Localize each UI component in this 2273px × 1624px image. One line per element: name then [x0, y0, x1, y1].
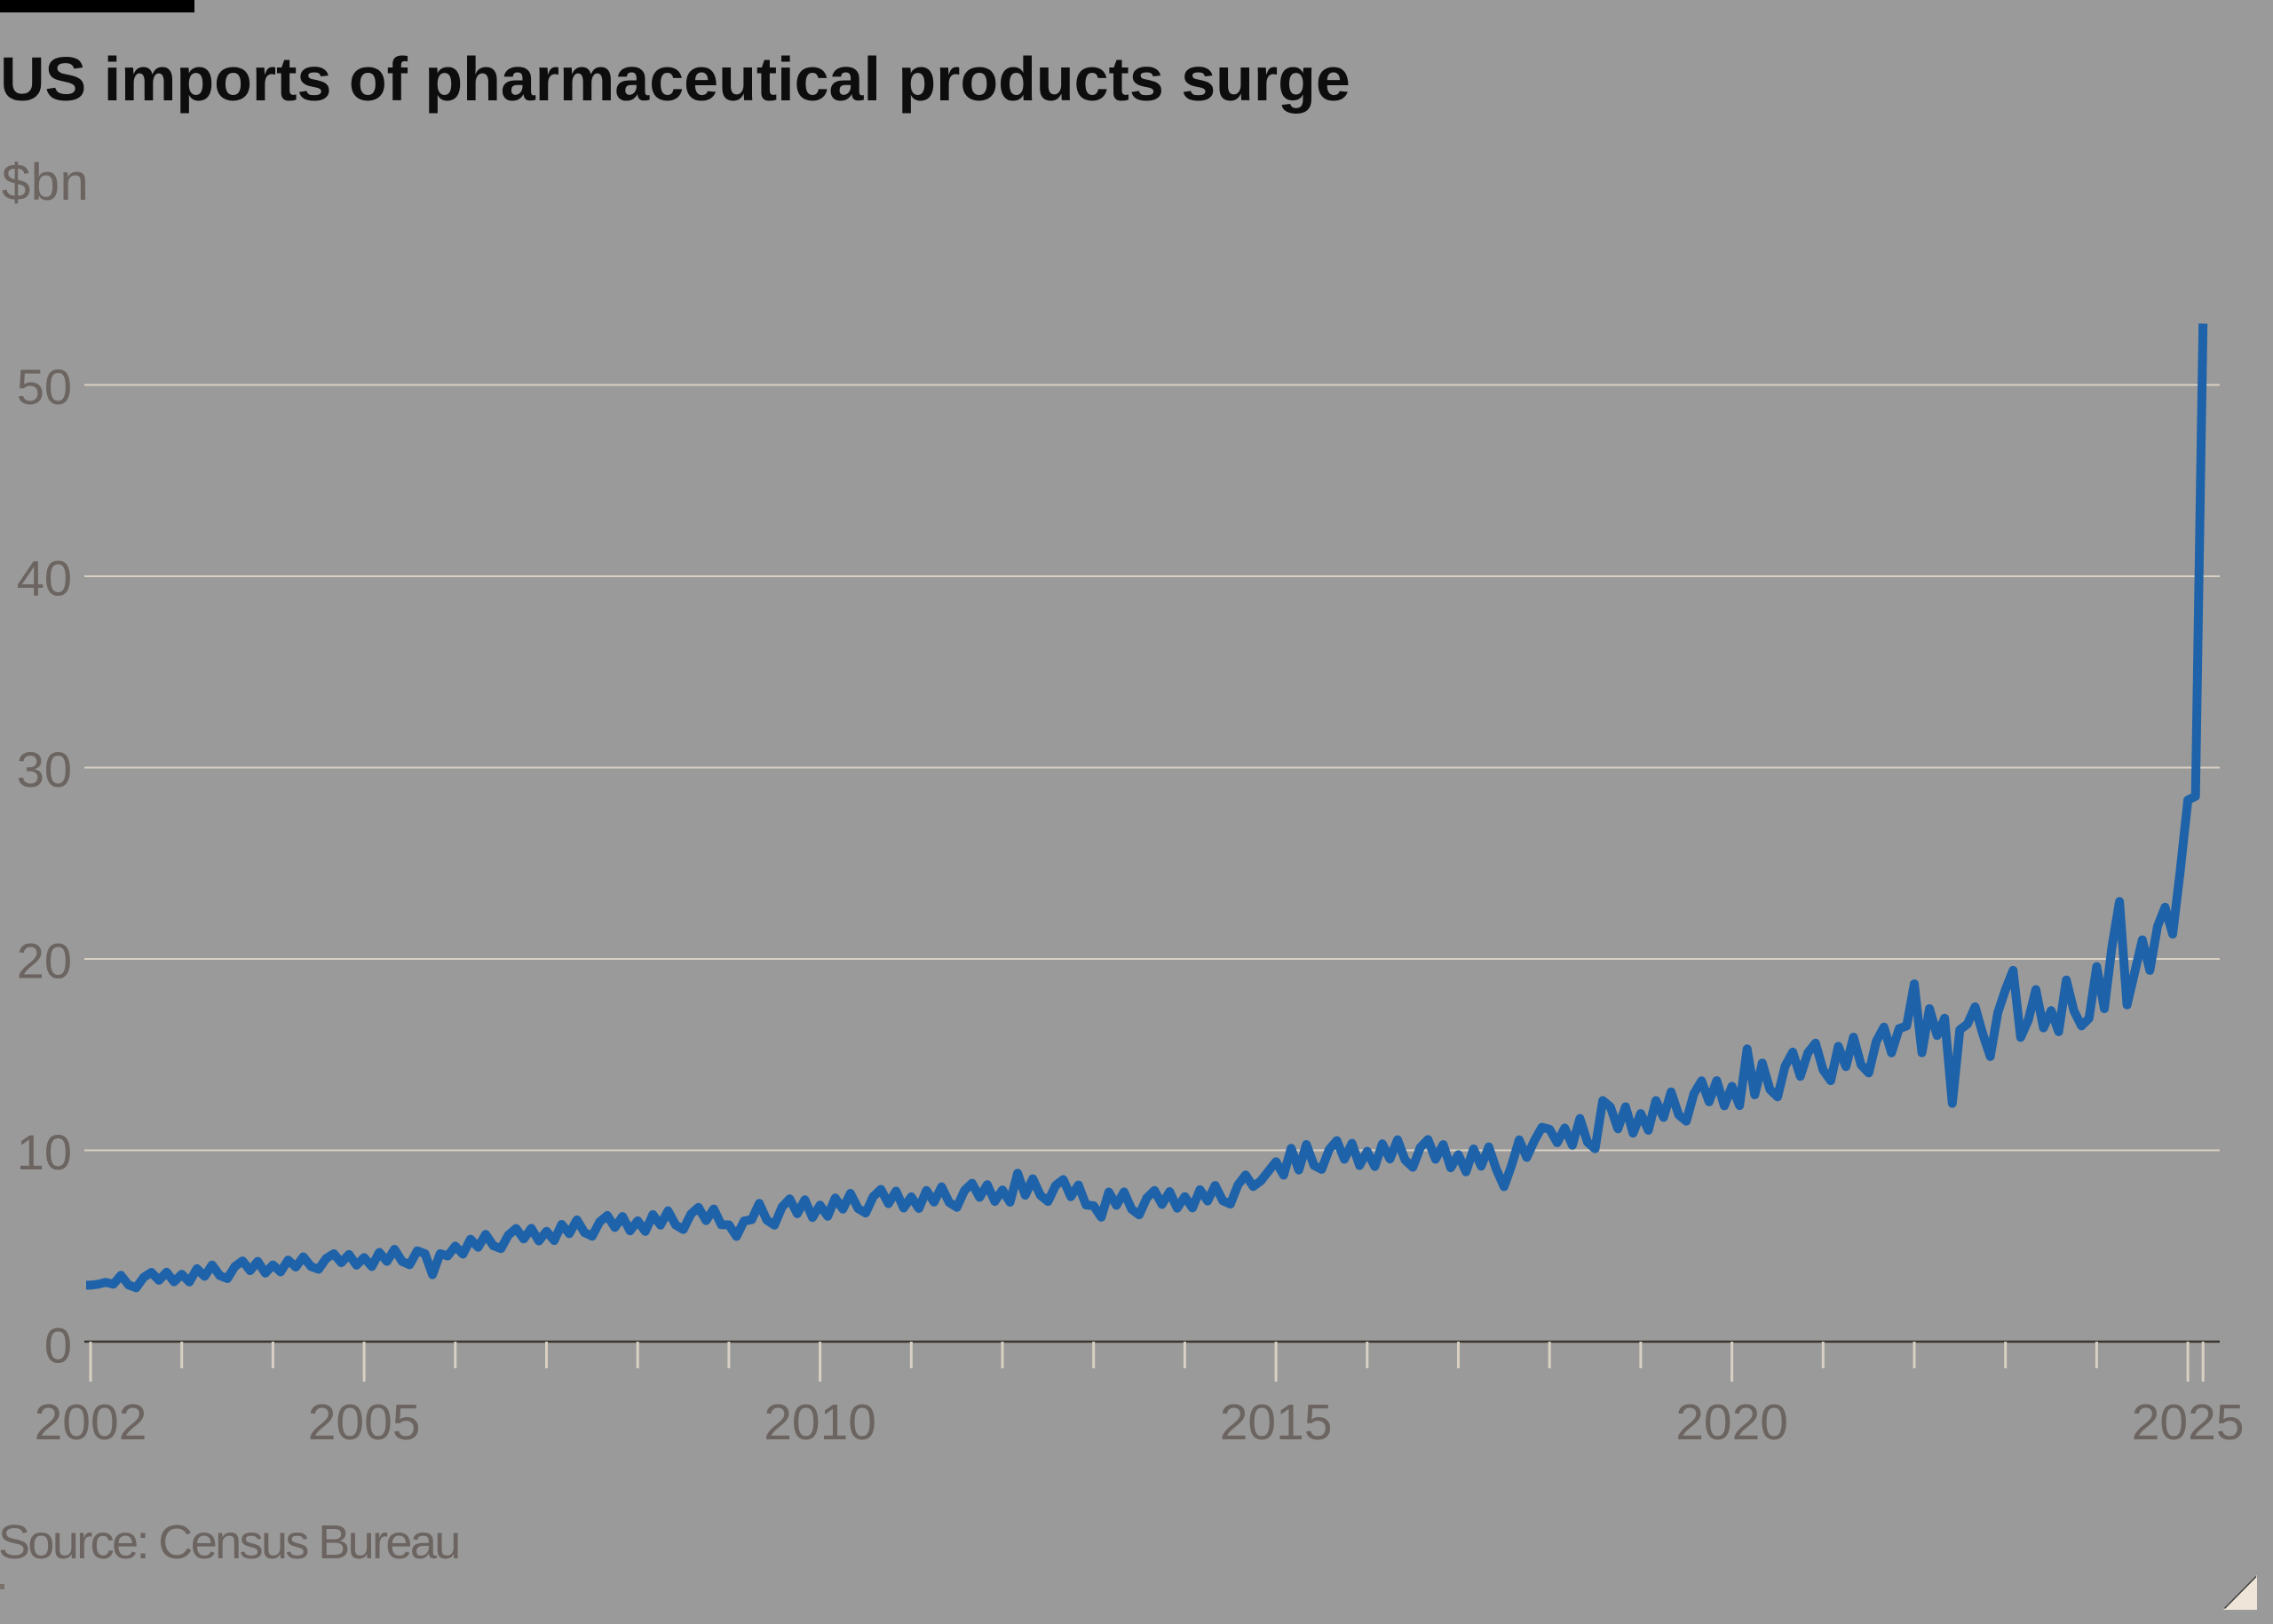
- svg-text:50: 50: [17, 359, 72, 415]
- svg-text:US imports of pharmaceutical p: US imports of pharmaceutical products su…: [0, 44, 1350, 114]
- svg-text:Source: Census Bureau: Source: Census Bureau: [0, 1516, 459, 1569]
- svg-text:20: 20: [17, 933, 72, 989]
- svg-text:0: 0: [44, 1318, 72, 1374]
- svg-text:2010: 2010: [764, 1394, 876, 1451]
- svg-text:2015: 2015: [1220, 1394, 1333, 1451]
- svg-text:2025: 2025: [2132, 1394, 2245, 1451]
- svg-text:10: 10: [17, 1124, 72, 1180]
- svg-text:$bn: $bn: [2, 154, 89, 211]
- svg-text:2020: 2020: [1675, 1394, 1788, 1451]
- svg-text:40: 40: [17, 551, 72, 606]
- svg-text:2002: 2002: [35, 1394, 147, 1451]
- svg-text:2005: 2005: [308, 1394, 421, 1451]
- svg-text:30: 30: [17, 741, 72, 797]
